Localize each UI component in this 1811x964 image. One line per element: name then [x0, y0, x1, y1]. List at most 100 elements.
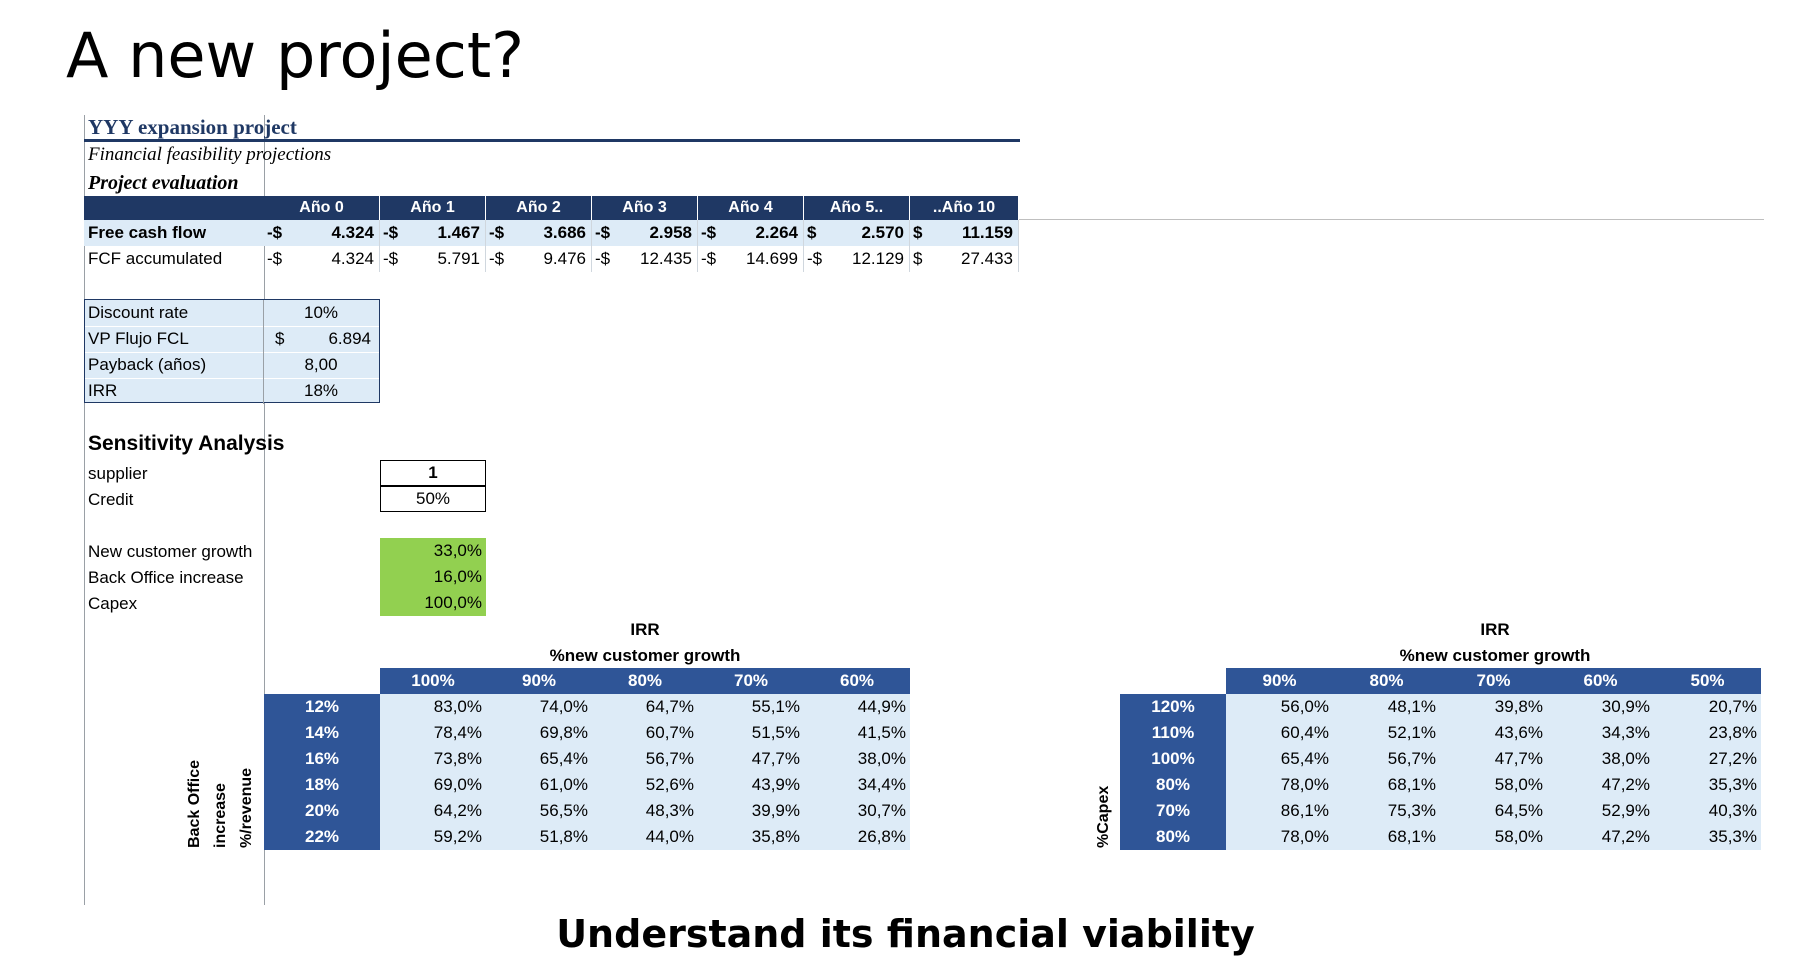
table-cell: 64,2%	[380, 798, 486, 824]
metric-value: 10%	[303, 303, 339, 322]
currency-symbol: $	[913, 223, 923, 242]
capex-input[interactable]: 100,0%	[380, 590, 486, 616]
cashflow-value: 3.686	[543, 223, 586, 242]
cashflow-value: 9.476	[543, 249, 586, 268]
table-cell: 73,8%	[380, 746, 486, 772]
currency-symbol: $	[913, 249, 923, 268]
cashflow-cell: -$ 4.324	[264, 246, 380, 272]
column-header: 90%	[1226, 668, 1333, 694]
table-cell: 75,3%	[1333, 798, 1440, 824]
table-cell: 56,0%	[1226, 694, 1333, 720]
year-header: Año 1	[380, 196, 486, 220]
metric-value: 8,00	[304, 355, 338, 374]
title-underline	[84, 139, 1020, 142]
row-header: 70%	[1120, 798, 1226, 824]
section-label: Project evaluation	[88, 172, 239, 194]
metric-label: Discount rate	[88, 303, 189, 322]
cashflow-cell: -$ 12.435	[592, 246, 698, 272]
backoffice-label: Back Office increase	[88, 568, 244, 587]
table2-caption: IRR	[1480, 620, 1510, 639]
row-header: 80%	[1120, 824, 1226, 850]
table-cell: 51,8%	[486, 824, 592, 850]
column-header: 70%	[698, 668, 804, 694]
table-cell: 47,7%	[698, 746, 804, 772]
table-cell: 40,3%	[1654, 798, 1761, 824]
column-header: 90%	[486, 668, 592, 694]
sheet-column-divider	[264, 115, 265, 905]
table-cell: 56,7%	[1333, 746, 1440, 772]
backoffice-input[interactable]: 16,0%	[380, 564, 486, 590]
year-header: Año 3	[592, 196, 698, 220]
cashflow-cell: -$ 4.324	[264, 220, 380, 246]
table-cell: 52,9%	[1547, 798, 1654, 824]
cashflow-value: 12.435	[640, 249, 692, 268]
cashflow-value: 4.324	[331, 223, 374, 242]
cashflow-cell: -$ 2.264	[698, 220, 804, 246]
currency-symbol: -$	[267, 223, 283, 242]
metric-label: Payback (años)	[88, 355, 207, 374]
metric-value: 18%	[303, 381, 339, 400]
metric-divider	[263, 326, 264, 352]
cashflow-row-label: Free cash flow	[88, 223, 207, 242]
credit-input[interactable]: 50%	[380, 486, 486, 512]
column-header: 50%	[1654, 668, 1761, 694]
growth-input[interactable]: 33,0%	[380, 538, 486, 564]
table-cell: 38,0%	[1547, 746, 1654, 772]
table-cell: 68,1%	[1333, 824, 1440, 850]
table-cell: 39,9%	[698, 798, 804, 824]
table-cell: 30,7%	[804, 798, 910, 824]
column-header: 80%	[592, 668, 698, 694]
table-cell: 83,0%	[380, 694, 486, 720]
table-cell: 27,2%	[1654, 746, 1761, 772]
row-header: 110%	[1120, 720, 1226, 746]
table-cell: 43,6%	[1440, 720, 1547, 746]
row-header: 20%	[264, 798, 380, 824]
cashflow-cell: $2.570	[804, 220, 910, 246]
row-header: 80%	[1120, 772, 1226, 798]
row-header: 22%	[264, 824, 380, 850]
table-cell: 43,9%	[698, 772, 804, 798]
cashflow-value: 4.324	[331, 249, 374, 268]
column-header: 70%	[1440, 668, 1547, 694]
year-header: Año 5..	[804, 196, 910, 220]
project-title: YYY expansion project	[88, 115, 297, 139]
cashflow-row-label: FCF accumulated	[88, 249, 223, 268]
table-cell: 60,7%	[592, 720, 698, 746]
cashflow-cell: -$ 14.699	[698, 246, 804, 272]
metric-irr: IRR 18%	[85, 378, 379, 404]
table-cell: 48,1%	[1333, 694, 1440, 720]
currency-symbol: -$	[701, 223, 717, 242]
row-header: 14%	[264, 720, 380, 746]
table-cell: 35,8%	[698, 824, 804, 850]
slide-title: A new project?	[66, 19, 525, 92]
capex-label: Capex	[88, 594, 138, 613]
year-header: ..Año 10	[910, 196, 1019, 220]
metrics-box: Discount rate 10% VP Flujo FCL $ 6.894 P…	[84, 299, 380, 404]
table-cell: 69,0%	[380, 772, 486, 798]
year-header: Año 4	[698, 196, 804, 220]
sheet-left-border	[84, 115, 85, 905]
table-cell: 41,5%	[804, 720, 910, 746]
table-cell: 58,0%	[1440, 772, 1547, 798]
table-cell: 52,6%	[592, 772, 698, 798]
supplier-label: supplier	[88, 464, 148, 483]
table-cell: 64,5%	[1440, 798, 1547, 824]
table-cell: 55,1%	[698, 694, 804, 720]
row-header: 100%	[1120, 746, 1226, 772]
table-cell: 69,8%	[486, 720, 592, 746]
table-cell: 35,3%	[1654, 824, 1761, 850]
column-header: 80%	[1333, 668, 1440, 694]
metric-divider	[263, 352, 264, 378]
currency-symbol: -$	[489, 223, 505, 242]
table-cell: 68,1%	[1333, 772, 1440, 798]
table2-row-axis-label: %Capex	[1095, 785, 1112, 848]
table-cell: 38,0%	[804, 746, 910, 772]
cashflow-cell: $11.159	[910, 220, 1019, 246]
table-cell: 20,7%	[1654, 694, 1761, 720]
supplier-input[interactable]: 1	[380, 460, 486, 486]
table-cell: 78,4%	[380, 720, 486, 746]
year-header: Año 2	[486, 196, 592, 220]
table-cell: 34,3%	[1547, 720, 1654, 746]
table-cell: 48,3%	[592, 798, 698, 824]
currency-symbol: $	[807, 223, 817, 242]
